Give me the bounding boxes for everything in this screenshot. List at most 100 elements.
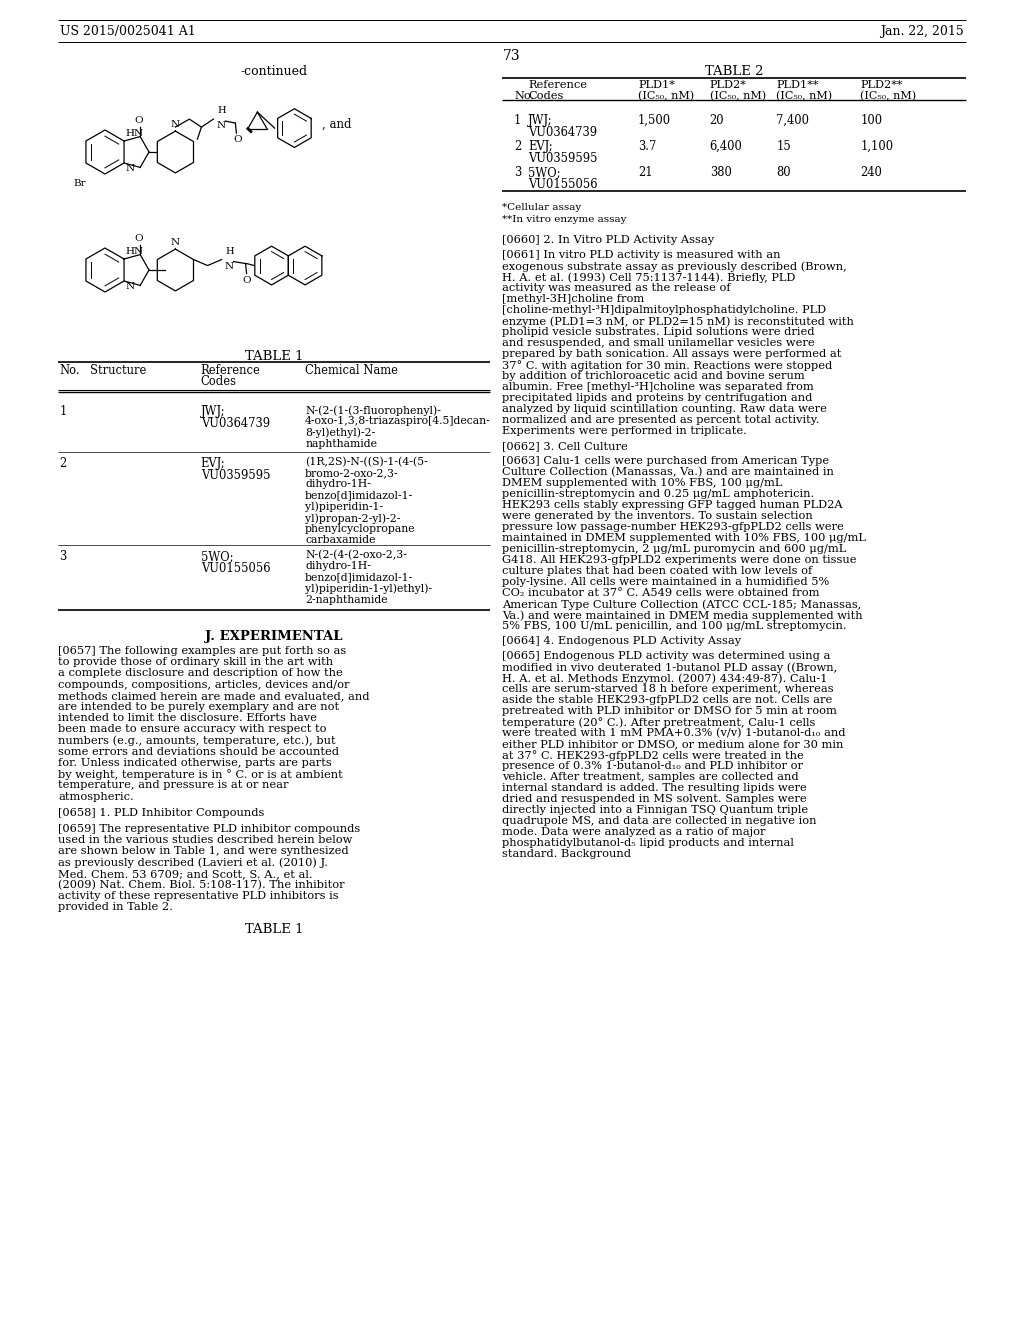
Text: PLD2**: PLD2** [860,81,903,90]
Text: yl)piperidin-1-yl)ethyl)-: yl)piperidin-1-yl)ethyl)- [305,583,432,594]
Text: 4-oxo-1,3,8-triazaspiro[4.5]decan-: 4-oxo-1,3,8-triazaspiro[4.5]decan- [305,416,490,426]
Text: DMEM supplemented with 10% FBS, 100 μg/mL: DMEM supplemented with 10% FBS, 100 μg/m… [502,478,782,488]
Text: Culture Collection (Manassas, Va.) and are maintained in: Culture Collection (Manassas, Va.) and a… [502,467,834,478]
Text: N: N [171,120,180,129]
Text: 20: 20 [710,114,724,127]
Text: by weight, temperature is in ° C. or is at ambient: by weight, temperature is in ° C. or is … [58,770,343,780]
Text: *Cellular assay: *Cellular assay [502,203,582,213]
Text: 3.7: 3.7 [638,140,656,153]
Text: 5WO;: 5WO; [528,166,561,180]
Text: N: N [216,121,225,131]
Text: O: O [134,234,142,243]
Text: [methyl-3H]choline from: [methyl-3H]choline from [502,294,644,304]
Text: quadrupole MS, and data are collected in negative ion: quadrupole MS, and data are collected in… [502,816,816,826]
Text: N-(2-(1-(3-fluorophenyl)-: N-(2-(1-(3-fluorophenyl)- [305,405,441,416]
Text: N: N [224,261,233,271]
Text: exogenous substrate assay as previously described (Brown,: exogenous substrate assay as previously … [502,261,847,272]
Text: [0657] The following examples are put forth so as: [0657] The following examples are put fo… [58,645,346,656]
Text: G418. All HEK293-gfpPLD2 experiments were done on tissue: G418. All HEK293-gfpPLD2 experiments wer… [502,554,856,565]
Text: 380: 380 [710,166,731,180]
Text: 240: 240 [860,166,882,180]
Text: as previously described (Lavieri et al. (2010) J.: as previously described (Lavieri et al. … [58,858,328,869]
Text: dihydro-1H-: dihydro-1H- [305,561,371,572]
Text: [choline-methyl-³H]dipalmitoylphosphatidylcholine. PLD: [choline-methyl-³H]dipalmitoylphosphatid… [502,305,826,315]
Text: Experiments were performed in triplicate.: Experiments were performed in triplicate… [502,426,746,436]
Text: N-(2-(4-(2-oxo-2,3-: N-(2-(4-(2-oxo-2,3- [305,550,407,561]
Text: a complete disclosure and description of how the: a complete disclosure and description of… [58,668,343,678]
Text: intended to limit the disclosure. Efforts have: intended to limit the disclosure. Effort… [58,713,316,723]
Text: modified in vivo deuterated 1-butanol PLD assay ((Brown,: modified in vivo deuterated 1-butanol PL… [502,663,838,673]
Text: 6,400: 6,400 [710,140,742,153]
Text: HN: HN [125,129,143,139]
Text: phenylcyclopropane: phenylcyclopropane [305,524,416,535]
Text: Jan. 22, 2015: Jan. 22, 2015 [881,25,964,38]
Text: phosphatidylbutanol-d₅ lipid products and internal: phosphatidylbutanol-d₅ lipid products an… [502,838,794,847]
Text: prepared by bath sonication. All assays were performed at: prepared by bath sonication. All assays … [502,348,842,359]
Text: naphthamide: naphthamide [305,438,377,449]
Text: culture plates that had been coated with low levels of: culture plates that had been coated with… [502,566,812,576]
Text: 5% FBS, 100 U/mL penicillin, and 100 μg/mL streptomycin.: 5% FBS, 100 U/mL penicillin, and 100 μg/… [502,620,847,631]
Text: JWJ;: JWJ; [201,405,225,418]
Text: normalized and are presented as percent total activity.: normalized and are presented as percent … [502,414,819,425]
Text: 73: 73 [503,49,521,63]
Text: directly injected into a Finnigan TSQ Quantum triple: directly injected into a Finnigan TSQ Qu… [502,805,808,814]
Text: albumin. Free [methyl-³H]choline was separated from: albumin. Free [methyl-³H]choline was sep… [502,381,814,392]
Text: Reference: Reference [201,364,260,378]
Text: enzyme (PLD1=3 nM, or PLD2=15 nM) is reconstituted with: enzyme (PLD1=3 nM, or PLD2=15 nM) is rec… [502,315,854,326]
Text: vehicle. After treatment, samples are collected and: vehicle. After treatment, samples are co… [502,772,799,781]
Text: VU0364739: VU0364739 [528,125,598,139]
Text: poly-lysine. All cells were maintained in a humidified 5%: poly-lysine. All cells were maintained i… [502,577,829,587]
Text: pressure low passage-number HEK293-gfpPLD2 cells were: pressure low passage-number HEK293-gfpPL… [502,521,844,532]
Text: US 2015/0025041 A1: US 2015/0025041 A1 [60,25,196,38]
Text: [0659] The representative PLD inhibitor compounds: [0659] The representative PLD inhibitor … [58,824,360,834]
Text: EVJ;: EVJ; [201,457,225,470]
Text: 2-naphthamide: 2-naphthamide [305,595,388,605]
Text: 15: 15 [776,140,791,153]
Text: 1: 1 [514,114,521,127]
Text: [0665] Endogenous PLD activity was determined using a: [0665] Endogenous PLD activity was deter… [502,651,830,661]
Text: PLD1*: PLD1* [638,81,675,90]
Text: 37° C. with agitation for 30 min. Reactions were stopped: 37° C. with agitation for 30 min. Reacti… [502,360,833,371]
Text: were generated by the inventors. To sustain selection: were generated by the inventors. To sust… [502,511,813,521]
Text: some errors and deviations should be accounted: some errors and deviations should be acc… [58,747,339,756]
Text: Codes: Codes [201,375,237,388]
Text: Codes: Codes [528,91,564,102]
Text: been made to ensure accuracy with respect to: been made to ensure accuracy with respec… [58,725,327,734]
Text: were treated with 1 mM PMA+0.3% (v/v) 1-butanol-d₁₀ and: were treated with 1 mM PMA+0.3% (v/v) 1-… [502,729,846,738]
Text: 3: 3 [59,550,67,564]
Text: 3: 3 [514,166,521,180]
Text: pretreated with PLD inhibitor or DMSO for 5 min at room: pretreated with PLD inhibitor or DMSO fo… [502,706,837,715]
Text: mode. Data were analyzed as a ratio of major: mode. Data were analyzed as a ratio of m… [502,828,766,837]
Text: O: O [134,116,142,124]
Text: HEK293 cells stably expressing GFP tagged human PLD2A: HEK293 cells stably expressing GFP tagge… [502,500,843,510]
Text: temperature (20° C.). After pretreatment, Calu-1 cells: temperature (20° C.). After pretreatment… [502,717,815,727]
Text: JWJ;: JWJ; [528,114,553,127]
Text: maintained in DMEM supplemented with 10% FBS, 100 μg/mL: maintained in DMEM supplemented with 10%… [502,533,866,543]
Text: (2009) Nat. Chem. Biol. 5:108-117). The inhibitor: (2009) Nat. Chem. Biol. 5:108-117). The … [58,880,345,890]
Text: TABLE 1: TABLE 1 [245,923,303,936]
Text: N: N [171,238,180,247]
Text: methods claimed herein are made and evaluated, and: methods claimed herein are made and eval… [58,690,370,701]
Text: (IC₅₀, nM): (IC₅₀, nM) [776,91,833,102]
Text: used in the various studies described herein below: used in the various studies described he… [58,836,352,845]
Text: Br: Br [74,180,86,187]
Text: and resuspended, and small unilamellar vesicles were: and resuspended, and small unilamellar v… [502,338,815,348]
Text: HN: HN [125,247,143,256]
Text: standard. Background: standard. Background [502,849,631,859]
Text: to provide those of ordinary skill in the art with: to provide those of ordinary skill in th… [58,657,333,667]
Text: 8-yl)ethyl)-2-: 8-yl)ethyl)-2- [305,428,376,438]
Text: VU0155056: VU0155056 [528,178,598,191]
Text: for. Unless indicated otherwise, parts are parts: for. Unless indicated otherwise, parts a… [58,758,332,768]
Text: TABLE 2: TABLE 2 [705,65,763,78]
Text: bromo-2-oxo-2,3-: bromo-2-oxo-2,3- [305,469,398,478]
Text: EVJ;: EVJ; [528,140,553,153]
Text: VU0359595: VU0359595 [201,469,270,482]
Text: No.: No. [514,91,535,102]
Text: [0658] 1. PLD Inhibitor Compounds: [0658] 1. PLD Inhibitor Compounds [58,808,264,818]
Text: American Type Culture Collection (ATCC CCL-185; Manassas,: American Type Culture Collection (ATCC C… [502,599,861,610]
Text: [0660] 2. In Vitro PLD Activity Assay: [0660] 2. In Vitro PLD Activity Assay [502,235,714,246]
Text: VU0155056: VU0155056 [201,562,270,576]
Text: are shown below in Table 1, and were synthesized: are shown below in Table 1, and were syn… [58,846,348,857]
Text: J. EXPERIMENTAL: J. EXPERIMENTAL [205,630,343,643]
Text: VU0364739: VU0364739 [201,417,270,430]
